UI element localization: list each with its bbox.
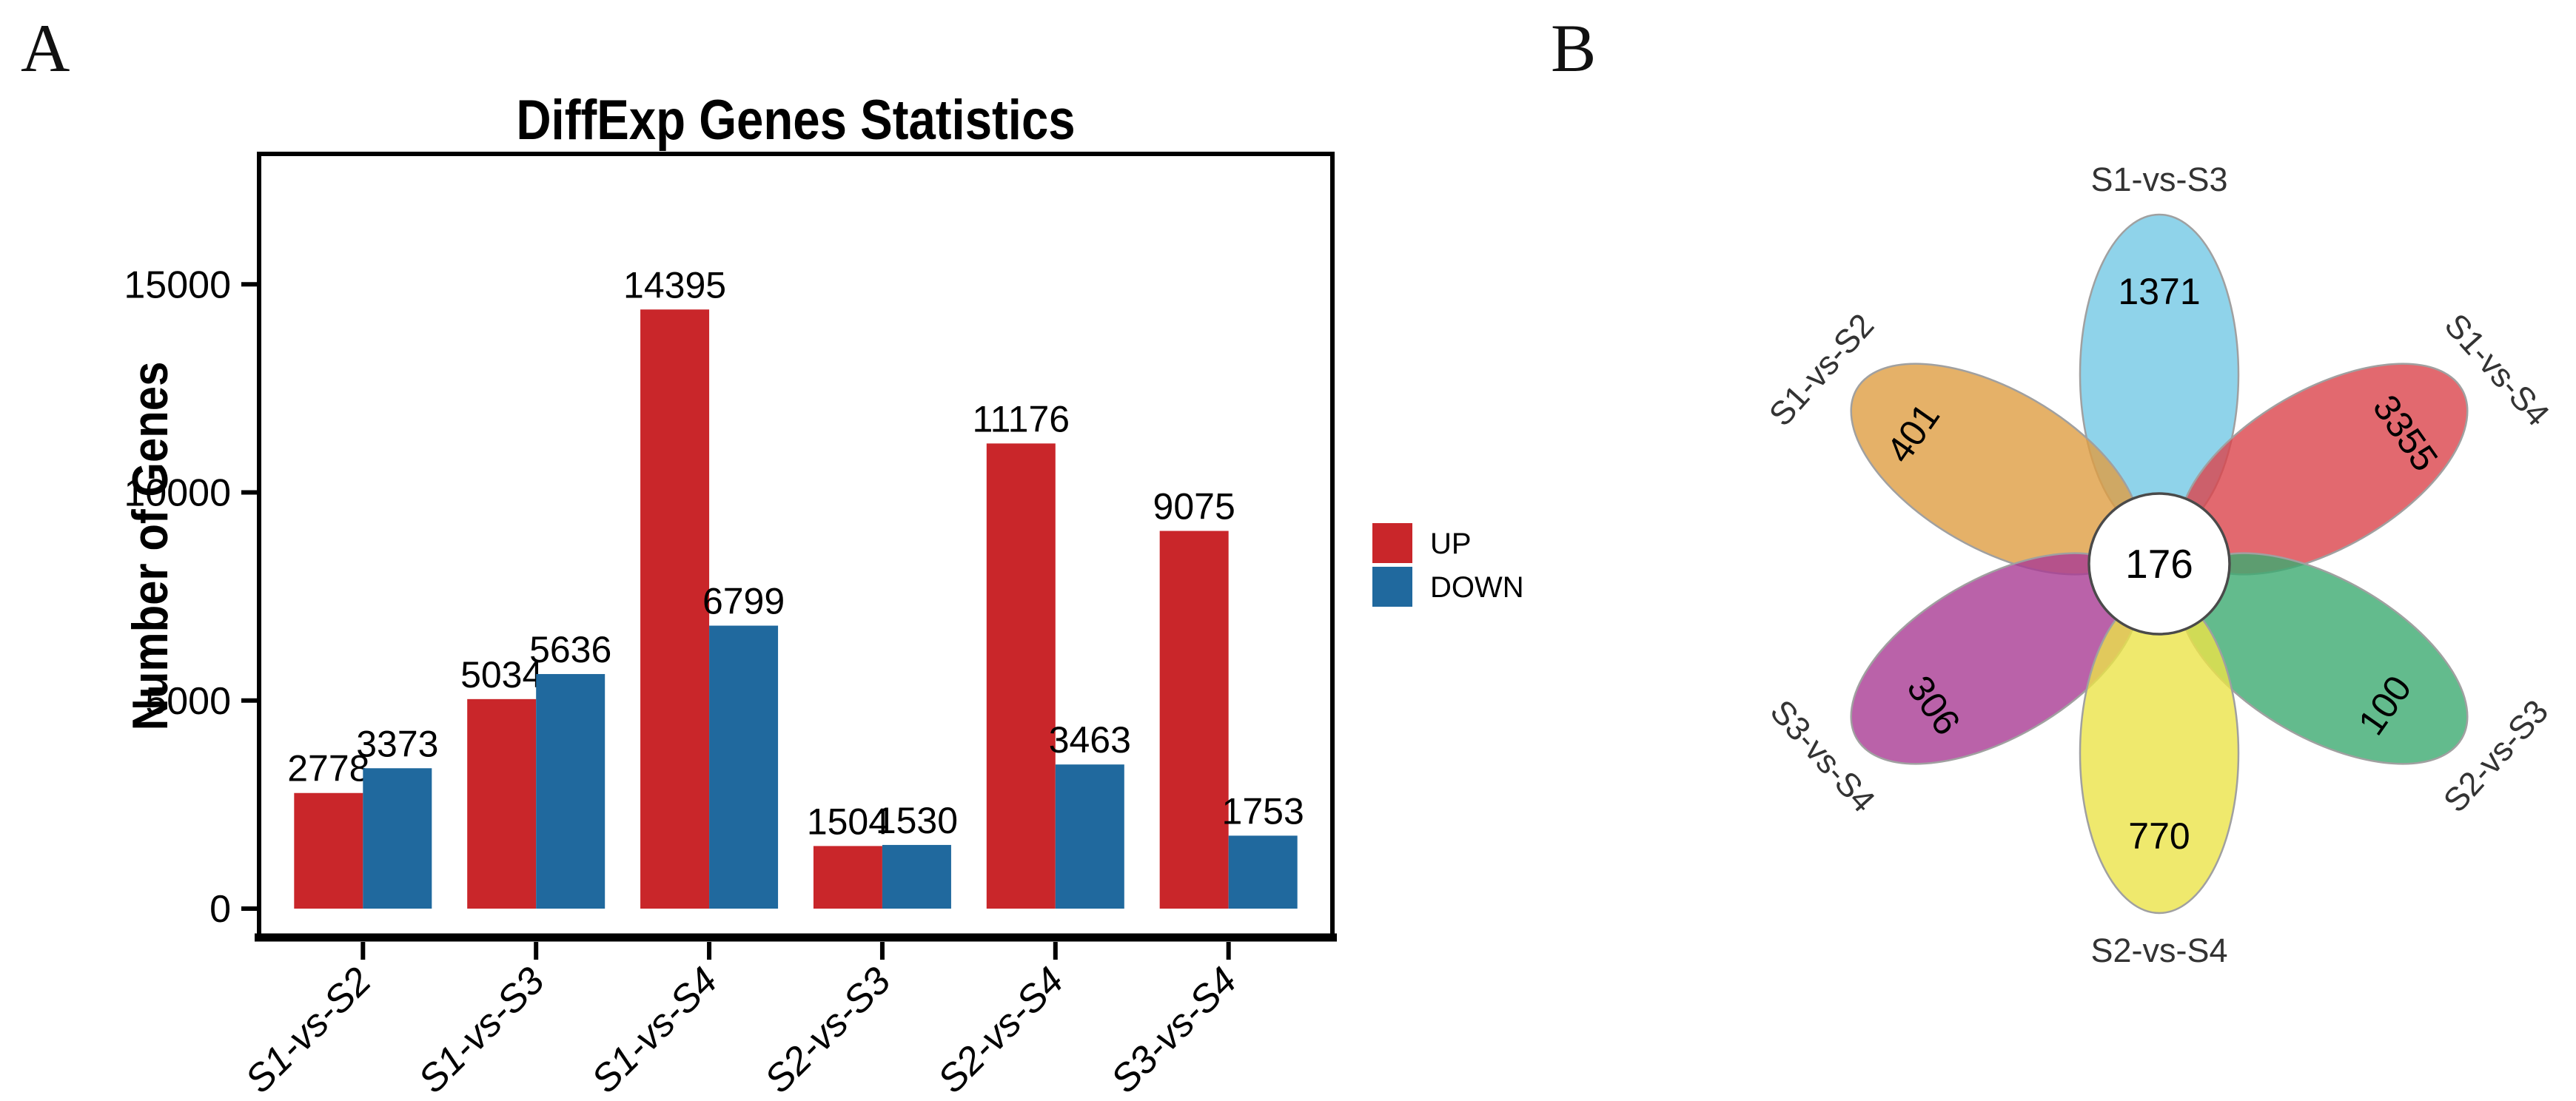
- panel-a-label: A: [21, 10, 70, 86]
- bar-down-s2-vs-s4: [1055, 764, 1124, 909]
- x-axis-group: S1-vs-S2 S1-vs-S3 S1-vs-S4 S2-vs-S3 S2-vs-S4…: [238, 942, 1245, 1101]
- bar-value-label: 3463: [1049, 719, 1131, 761]
- bar-value-label: 14395: [623, 264, 726, 306]
- venn-count-s1-vs-s3: 1371: [2118, 271, 2200, 312]
- bar-down-s3-vs-s4: [1228, 835, 1298, 909]
- legend-label-up: UP: [1430, 528, 1472, 560]
- bar-value-label: 1504: [807, 801, 889, 842]
- y-axis-group: 0 5000 10000 15000: [124, 263, 259, 931]
- venn-center-circle: [2087, 492, 2231, 636]
- bar-up-s2-vs-s3: [813, 846, 882, 909]
- bar-up-s1-vs-s4: [640, 309, 710, 909]
- bar-down-s2-vs-s3: [882, 844, 951, 909]
- x-tick-label: S1-vs-S2: [238, 959, 380, 1101]
- y-tick-label: 10000: [124, 472, 231, 515]
- x-tick-label: S3-vs-S4: [1103, 959, 1245, 1101]
- y-tick-label: 0: [209, 888, 231, 931]
- venn-center-value: 176: [2125, 541, 2193, 587]
- plot-frame-group: [255, 152, 1337, 942]
- legend-swatch-up: [1372, 523, 1412, 563]
- bar-up-s2-vs-s4: [986, 443, 1056, 909]
- bar-value-label: 2778: [287, 748, 369, 789]
- bar-up-s3-vs-s4: [1159, 531, 1229, 909]
- x-tick-label: S2-vs-S3: [757, 959, 899, 1101]
- x-tick-label: S1-vs-S4: [583, 959, 725, 1101]
- bar-down-s1-vs-s3: [536, 673, 606, 909]
- bar-value-label: 1753: [1222, 790, 1304, 832]
- bar-down-s1-vs-s2: [363, 768, 432, 909]
- venn-set-label-s1-vs-s3: S1-vs-S3: [2090, 161, 2227, 198]
- venn-petal-s2-vs-s4: [2079, 592, 2240, 915]
- y-axis-title: Number of Genes: [121, 362, 178, 731]
- bar-value-label: 3373: [356, 723, 438, 764]
- bar-value-label: 1530: [876, 800, 958, 841]
- bar-chart-title: DiffExp Genes Statistics: [516, 89, 1075, 152]
- bar-value-label: 9075: [1153, 486, 1235, 528]
- bar-up-s1-vs-s2: [294, 792, 363, 909]
- legend-group: UP DOWN: [1372, 523, 1524, 607]
- bar-down-s1-vs-s4: [709, 625, 779, 909]
- legend-swatch-down: [1372, 567, 1412, 607]
- x-tick-label: S2-vs-S4: [930, 959, 1072, 1101]
- bar-value-label: 6799: [702, 581, 785, 622]
- panel-b-label: B: [1551, 10, 1596, 86]
- x-tick-label: S1-vs-S3: [410, 959, 552, 1101]
- y-tick-label: 5000: [145, 680, 231, 723]
- venn-set-label-s2-vs-s4: S2-vs-S4: [2090, 932, 2227, 969]
- bar-value-label: 11176: [972, 398, 1070, 440]
- legend-label-down: DOWN: [1430, 571, 1524, 604]
- venn-count-s2-vs-s4: 770: [2128, 815, 2190, 857]
- y-tick-label: 15000: [124, 263, 231, 306]
- bar-up-s1-vs-s3: [467, 698, 537, 909]
- bar-value-label: 5034: [460, 654, 543, 696]
- bar-value-label: 5636: [529, 629, 611, 670]
